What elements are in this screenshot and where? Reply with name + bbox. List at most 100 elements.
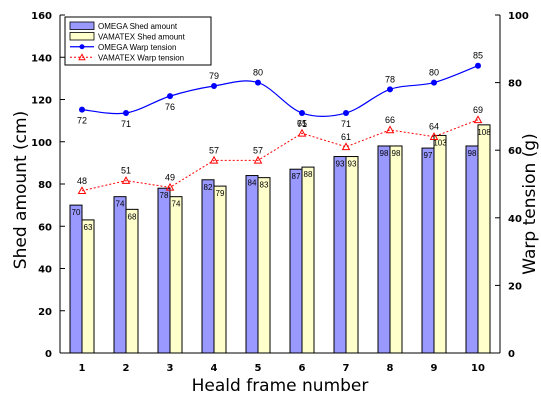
bar-vamatex-5 xyxy=(257,177,271,354)
y-tick-label-100: 100 xyxy=(31,138,52,149)
bar-label-vamatex-9: 103 xyxy=(433,138,447,147)
axes: 0 20 40 60 80 100 120 140 160 0 20 40 60 80 100 1 2 3 4 5 6 7… xyxy=(31,11,529,374)
bar-label-omega-3: 78 xyxy=(160,191,169,200)
x-tick-label-7: 7 xyxy=(343,363,350,374)
bar-vamatex-10 xyxy=(477,124,491,354)
point-omega-9 xyxy=(431,79,437,86)
line-label-vamatex-1: 48 xyxy=(77,176,87,186)
bar-label-omega-2: 74 xyxy=(116,200,125,209)
bar-vamatex-1 xyxy=(81,219,95,354)
bar-label-omega-1: 70 xyxy=(72,208,81,217)
point-omega-3 xyxy=(167,93,173,100)
bar-label-vamatex-7: 93 xyxy=(348,160,357,169)
y2-tick-label-0: 0 xyxy=(508,349,515,360)
point-omega-5 xyxy=(255,79,261,86)
bar-vamatex-9 xyxy=(433,134,447,354)
point-vamatex-3 xyxy=(165,182,175,191)
y2-axis-title: Warp tension (g) xyxy=(520,133,540,274)
line-label-omega-5: 80 xyxy=(253,68,263,78)
bar-omega-4 xyxy=(201,179,215,354)
point-omega-4 xyxy=(211,82,217,89)
bar-omega-8 xyxy=(377,145,391,354)
line-label-vamatex-4: 57 xyxy=(209,145,219,155)
bar-omega-1 xyxy=(69,204,83,354)
point-vamatex-4 xyxy=(209,155,219,164)
x-tick-label-1: 1 xyxy=(79,363,86,374)
y-tick-label-160: 160 xyxy=(31,11,52,22)
point-vamatex-9 xyxy=(429,132,439,140)
point-vamatex-7 xyxy=(341,142,351,151)
bar-vamatex-8 xyxy=(389,145,403,354)
bar-vamatex-3 xyxy=(169,196,183,354)
bar-omega-6 xyxy=(289,168,303,354)
line-label-vamatex-6: 65 xyxy=(297,118,307,128)
legend-label-bar-vamatex: VAMATEX Shed amount xyxy=(98,33,186,42)
bar-label-vamatex-8: 98 xyxy=(392,149,401,158)
legend-label-line-omega: OMEGA Warp tension xyxy=(98,43,176,52)
line-label-omega-4: 79 xyxy=(209,71,219,81)
bar-omega-9 xyxy=(421,147,435,354)
bar-vamatex-2 xyxy=(125,208,139,354)
legend-marker-line-vamatex xyxy=(78,53,86,61)
point-omega-1 xyxy=(79,106,85,113)
point-omega-7 xyxy=(343,110,349,117)
point-omega-2 xyxy=(123,110,129,117)
bar-label-omega-5: 84 xyxy=(248,179,257,188)
point-vamatex-6 xyxy=(297,128,307,137)
bar-label-omega-10: 98 xyxy=(468,149,477,158)
line-layer: 72 71 76 79 80 71 71 78 80 85 48 51 49 57 57 65 61 66 64 69 xyxy=(77,51,483,195)
bar-label-omega-4: 82 xyxy=(204,183,213,192)
bar-label-omega-6: 87 xyxy=(292,172,301,181)
bar-label-omega-7: 93 xyxy=(336,160,345,169)
bar-omega-7 xyxy=(333,156,347,354)
bar-label-omega-9: 97 xyxy=(424,151,433,160)
y-tick-label-80: 80 xyxy=(38,180,52,191)
y2-tick-label-20: 20 xyxy=(508,281,522,292)
line-label-vamatex-7: 61 xyxy=(341,132,351,142)
bar-vamatex-7 xyxy=(345,156,359,354)
point-omega-8 xyxy=(387,86,393,93)
x-tick-label-6: 6 xyxy=(299,363,306,374)
point-vamatex-10 xyxy=(473,115,483,124)
y-tick-label-40: 40 xyxy=(38,265,52,276)
x-tick-label-9: 9 xyxy=(431,363,438,374)
bar-omega-3 xyxy=(157,187,171,354)
bar-label-vamatex-10: 108 xyxy=(477,128,491,137)
legend-swatch-bar-omega xyxy=(69,21,95,30)
line-label-vamatex-2: 51 xyxy=(121,166,131,176)
line-label-omega-2: 71 xyxy=(121,119,131,129)
line-label-vamatex-5: 57 xyxy=(253,145,263,155)
y-tick-label-60: 60 xyxy=(38,222,52,233)
point-omega-6 xyxy=(299,110,305,117)
line-label-omega-9: 80 xyxy=(429,68,439,78)
x-tick-label-10: 10 xyxy=(471,363,485,374)
point-vamatex-5 xyxy=(253,155,263,164)
y2-tick-label-100: 100 xyxy=(508,11,529,22)
point-vamatex-8 xyxy=(385,125,395,134)
x-tick-label-8: 8 xyxy=(387,363,394,374)
bar-label-vamatex-3: 74 xyxy=(172,200,181,209)
line-label-vamatex-9: 64 xyxy=(429,122,439,132)
y-tick-label-0: 0 xyxy=(45,349,52,360)
bar-label-vamatex-1: 63 xyxy=(84,223,93,232)
line-label-omega-1: 72 xyxy=(77,116,87,126)
bar-vamatex-6 xyxy=(301,166,315,354)
bar-label-omega-8: 98 xyxy=(380,149,389,158)
line-vamatex xyxy=(81,119,479,192)
y2-tick-label-60: 60 xyxy=(508,146,522,157)
line-label-omega-6: 71 xyxy=(297,119,307,129)
line-label-omega-10: 85 xyxy=(473,51,483,61)
x-tick-label-4: 4 xyxy=(211,363,218,374)
bar-label-vamatex-2: 68 xyxy=(128,212,137,221)
y2-tick-label-80: 80 xyxy=(508,79,522,90)
x-axis-title: Heald frame number xyxy=(192,376,369,396)
x-tick-label-3: 3 xyxy=(167,363,174,374)
line-label-omega-7: 71 xyxy=(341,119,351,129)
point-vamatex-2 xyxy=(121,176,131,184)
bar-omega-10 xyxy=(465,145,479,354)
line-label-vamatex-3: 49 xyxy=(165,172,175,182)
bar-omega-5 xyxy=(245,175,259,354)
legend-label-line-vamatex: VAMATEX Warp tension xyxy=(98,54,184,63)
